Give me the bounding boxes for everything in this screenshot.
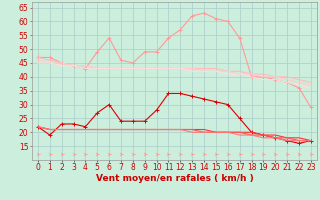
X-axis label: Vent moyen/en rafales ( km/h ): Vent moyen/en rafales ( km/h )	[96, 174, 253, 183]
